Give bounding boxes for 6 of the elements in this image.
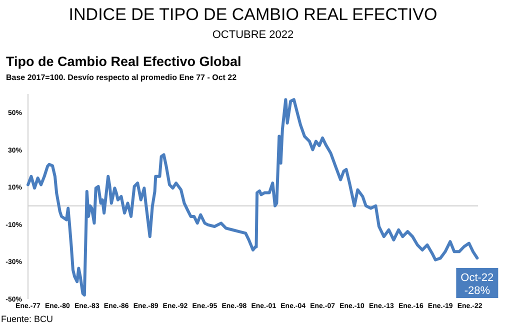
text: Tipo de Cambio Real Efectivo Global: [6, 54, 242, 69]
chart-subtitle: OCTUBRE 2022: [212, 29, 294, 41]
source-note: Fuente: BCU: [1, 314, 54, 324]
text: Base 2017=100. Desvío respecto al promedio Ene 77 - Oct 22: [6, 73, 238, 82]
annotation: Oct-22 -28%: [460, 272, 494, 297]
chart-title: INDICE DE TIPO DE CAMBIO REAL EFECTIVO: [68, 5, 438, 24]
